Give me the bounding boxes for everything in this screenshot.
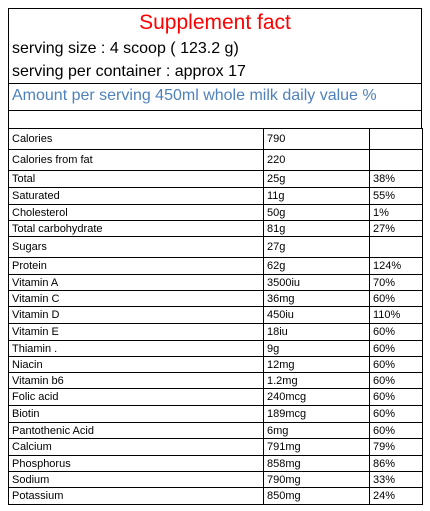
nutrient-daily-value: 33%: [369, 471, 423, 488]
nutrient-amount: 240mcg: [263, 388, 370, 406]
nutrient-daily-value: 60%: [369, 356, 423, 373]
amount-per-serving-header: Amount per serving 450ml whole milk dail…: [8, 83, 422, 110]
table-row: Calories from fat 220: [8, 149, 423, 171]
table-row: Potassium 850mg 24%: [8, 487, 423, 505]
nutrient-name: Folic acid: [8, 388, 264, 406]
table-row: Biotin 189mcg 60%: [8, 405, 423, 423]
nutrient-name: Sugars: [8, 236, 264, 258]
nutrient-name: Vitamin D: [8, 306, 264, 324]
nutrient-amount: 790mg: [263, 471, 370, 488]
nutrient-amount: 858mg: [263, 455, 370, 472]
nutrient-name: Pantothenic Acid: [8, 422, 264, 439]
page-title: Supplement fact: [139, 11, 291, 34]
nutrient-daily-value: 27%: [369, 220, 423, 237]
nutrient-name: Calories: [8, 128, 264, 150]
nutrient-daily-value: 60%: [369, 388, 423, 406]
table-row: Vitamin C 36mg 60%: [8, 290, 423, 307]
nutrient-daily-value: 110%: [369, 306, 423, 324]
nutrient-amount: 11g: [263, 187, 370, 205]
nutrient-amount: 62g: [263, 257, 370, 275]
nutrient-amount: 790: [263, 128, 370, 150]
nutrient-name: Vitamin A: [8, 274, 264, 291]
nutrient-amount: 791mg: [263, 438, 370, 456]
nutrient-amount: 220: [263, 149, 370, 171]
table-row: Niacin 12mg 60%: [8, 356, 423, 373]
nutrient-name: Calcium: [8, 438, 264, 456]
nutrient-daily-value: 79%: [369, 438, 423, 456]
nutrient-daily-value: 124%: [369, 257, 423, 275]
table-row: Cholesterol 50g 1%: [8, 204, 423, 221]
nutrient-name: Calories from fat: [8, 149, 264, 171]
table-row: Vitamin E 18iu 60%: [8, 323, 423, 341]
nutrient-daily-value: [369, 128, 423, 150]
nutrient-daily-value: 24%: [369, 487, 423, 505]
table-row: Saturated 11g 55%: [8, 187, 423, 205]
nutrient-amount: 850mg: [263, 487, 370, 505]
servings-per-container: serving per container : approx 17: [12, 63, 246, 80]
nutrient-amount: 6mg: [263, 422, 370, 439]
nutrient-name: Potassium: [8, 487, 264, 505]
nutrient-amount: 81g: [263, 220, 370, 237]
nutrient-name: Vitamin b6: [8, 372, 264, 389]
nutrient-daily-value: 60%: [369, 422, 423, 439]
table-row: Protein 62g 124%: [8, 257, 423, 275]
table-row: Vitamin A 3500iu 70%: [8, 274, 423, 291]
table-row: Phosphorus 858mg 86%: [8, 455, 423, 472]
table-row: Sodium 790mg 33%: [8, 471, 423, 488]
nutrient-daily-value: 60%: [369, 323, 423, 341]
table-row: Thiamin . 9g 60%: [8, 340, 423, 357]
table-row: Sugars 27g: [8, 236, 423, 258]
nutrient-daily-value: 60%: [369, 405, 423, 423]
nutrient-name: Saturated: [8, 187, 264, 205]
nutrient-amount: 25g: [263, 170, 370, 188]
nutrient-amount: 12mg: [263, 356, 370, 373]
nutrient-name: Phosphorus: [8, 455, 264, 472]
header-box: Supplement fact serving size : 4 scoop (…: [8, 8, 422, 83]
spacer-row: [8, 110, 422, 128]
nutrient-amount: 50g: [263, 204, 370, 221]
nutrient-amount: 3500iu: [263, 274, 370, 291]
nutrient-daily-value: 1%: [369, 204, 423, 221]
table-row: Calcium 791mg 79%: [8, 438, 423, 456]
nutrient-name: Vitamin C: [8, 290, 264, 307]
nutrient-daily-value: 86%: [369, 455, 423, 472]
nutrient-name: Total carbohydrate: [8, 220, 264, 237]
nutrient-daily-value: [369, 236, 423, 258]
nutrient-name: Niacin: [8, 356, 264, 373]
nutrient-daily-value: 38%: [369, 170, 423, 188]
nutrient-name: Cholesterol: [8, 204, 264, 221]
nutrient-daily-value: 55%: [369, 187, 423, 205]
nutrient-name: Vitamin E: [8, 323, 264, 341]
nutrient-daily-value: 60%: [369, 340, 423, 357]
serving-size: serving size : 4 scoop ( 123.2 g): [12, 40, 239, 57]
nutrient-amount: 189mcg: [263, 405, 370, 423]
nutrient-name: Total: [8, 170, 264, 188]
table-row: Calories 790: [8, 128, 423, 150]
table-row: Total carbohydrate 81g 27%: [8, 220, 423, 237]
nutrient-amount: 450iu: [263, 306, 370, 324]
nutrient-daily-value: 60%: [369, 372, 423, 389]
table-row: Folic acid 240mcg 60%: [8, 388, 423, 406]
nutrient-amount: 36mg: [263, 290, 370, 307]
table-row: Pantothenic Acid 6mg 60%: [8, 422, 423, 439]
nutrient-daily-value: 60%: [369, 290, 423, 307]
nutrient-amount: 18iu: [263, 323, 370, 341]
table-row: Vitamin b6 1.2mg 60%: [8, 372, 423, 389]
supplement-facts-sheet: Supplement fact serving size : 4 scoop (…: [8, 8, 423, 505]
nutrient-amount: 1.2mg: [263, 372, 370, 389]
nutrient-amount: 9g: [263, 340, 370, 357]
nutrient-name: Biotin: [8, 405, 264, 423]
nutrient-daily-value: [369, 149, 423, 171]
nutrient-name: Thiamin .: [8, 340, 264, 357]
table-row: Vitamin D 450iu 110%: [8, 306, 423, 324]
nutrient-amount: 27g: [263, 236, 370, 258]
nutrient-name: Protein: [8, 257, 264, 275]
table-row: Total 25g 38%: [8, 170, 423, 188]
nutrient-name: Sodium: [8, 471, 264, 488]
nutrient-table: Calories 790 Calories from fat 220 Total 25g 3…: [8, 128, 423, 505]
nutrient-daily-value: 70%: [369, 274, 423, 291]
